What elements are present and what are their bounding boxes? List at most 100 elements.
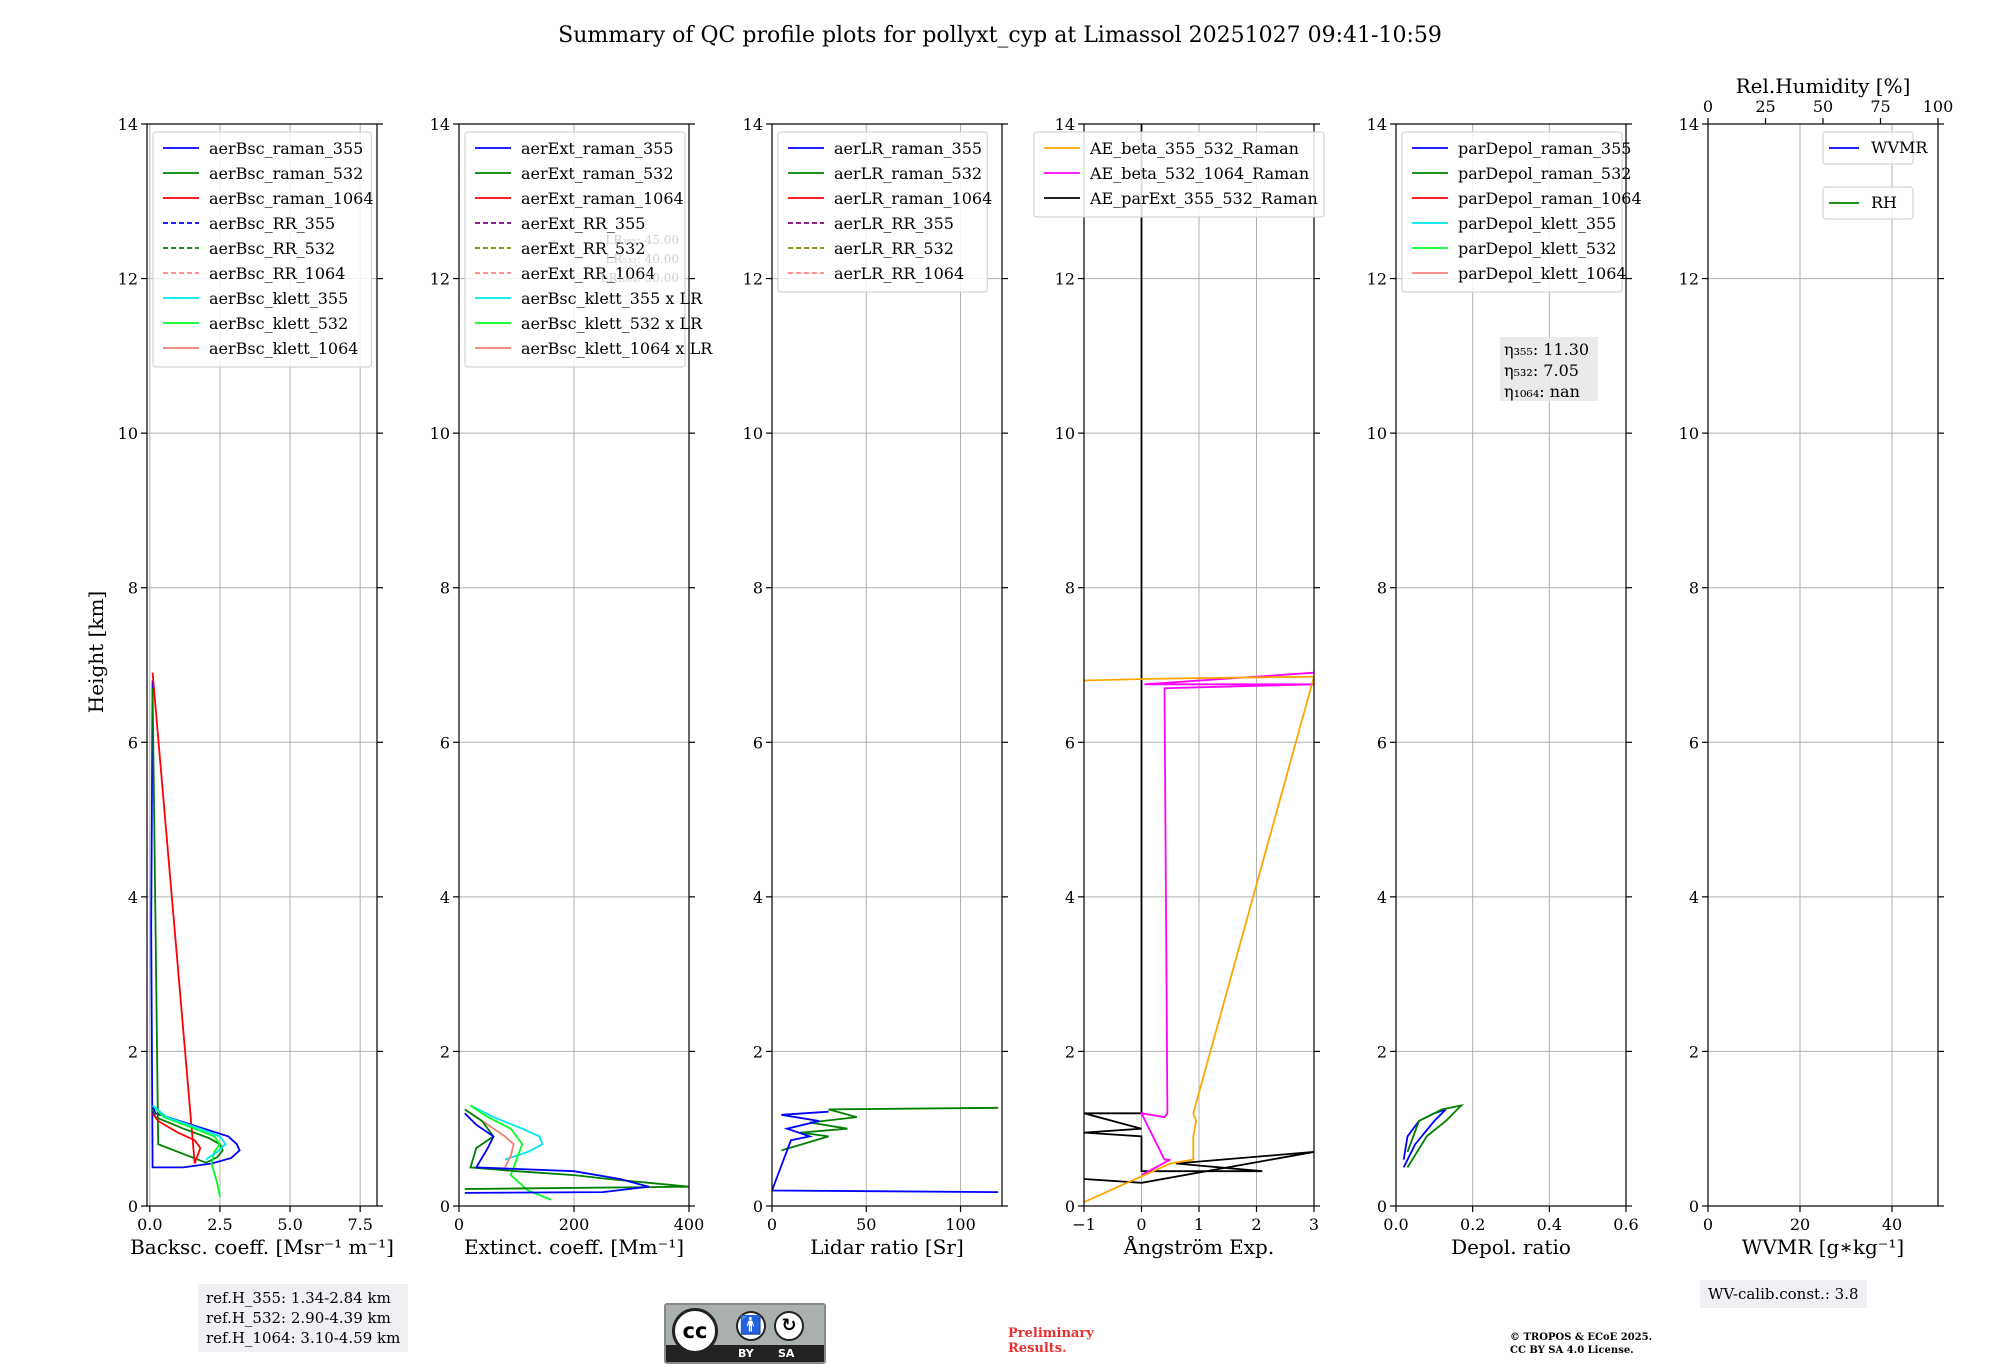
legend-label-AE_beta_355_532_Raman: AE_beta_355_532_Raman — [1089, 139, 1299, 158]
legend-frame-depol — [1401, 131, 1623, 293]
eta-note: η₁₀₆₄: nan — [1504, 382, 1580, 401]
top-xtick-label-wv: 50 — [1813, 97, 1833, 116]
legend-lidarratio: aerLR_raman_355 aerLR_raman_532 aerLR_rama… — [777, 131, 992, 293]
ytick-label-backscatter: 8 — [128, 579, 138, 598]
x-axis-label-extinction: Extinct. coeff. [Mm⁻¹] — [464, 1235, 684, 1259]
ytick-label-wv: 10 — [1679, 424, 1699, 443]
ytick-label-wv: 2 — [1689, 1042, 1699, 1061]
legend-label-parDepol_raman_532: parDepol_raman_532 — [1458, 164, 1631, 183]
legend-label-aerExt_RR_1064: aerExt_RR_1064 — [521, 264, 656, 283]
legend-label-aerLR_RR_1064: aerLR_RR_1064 — [834, 264, 964, 283]
cc-by-label: BY — [738, 1347, 754, 1360]
ytick-label-backscatter: 0 — [128, 1197, 138, 1216]
top-xtick-label-wv: 75 — [1870, 97, 1890, 116]
legend-label-aerExt_raman_355: aerExt_raman_355 — [521, 139, 674, 158]
xtick-label-backscatter: 0.0 — [137, 1215, 162, 1234]
xtick-label-angstrom: −1 — [1072, 1215, 1096, 1234]
legend-depol: parDepol_raman_355 parDepol_raman_532 parD… — [1401, 131, 1642, 293]
ytick-label-angstrom: 8 — [1065, 579, 1075, 598]
legend-frame-lidarratio — [777, 131, 988, 293]
legend-label-AE_beta_532_1064_Raman: AE_beta_532_1064_Raman — [1089, 164, 1309, 183]
ytick-label-extinction: 0 — [440, 1197, 450, 1216]
legend-label-aerExt_raman_1064: aerExt_raman_1064 — [521, 189, 684, 208]
ytick-label-extinction: 2 — [440, 1042, 450, 1061]
ytick-label-extinction: 8 — [440, 579, 450, 598]
legend-label-aerBsc_RR_355: aerBsc_RR_355 — [209, 214, 335, 233]
legend-label-aerBsc_klett_532 x LR: aerBsc_klett_532 x LR — [521, 314, 703, 333]
xtick-label-extinction: 0 — [454, 1215, 464, 1234]
legend-label-aerBsc_raman_1064: aerBsc_raman_1064 — [209, 189, 374, 208]
share-alike-icon: ↻ — [774, 1311, 804, 1341]
ytick-label-angstrom: 0 — [1065, 1197, 1075, 1216]
ytick-label-extinction: 12 — [430, 270, 450, 289]
preliminary-line-1: Preliminary — [1008, 1326, 1094, 1341]
ytick-label-extinction: 10 — [430, 424, 450, 443]
ytick-label-lidarratio: 10 — [743, 424, 763, 443]
legend-label-aerBsc_klett_1064: aerBsc_klett_1064 — [209, 339, 358, 358]
series-group-backscatter — [150, 672, 241, 1197]
legend-label-aerExt_raman_532: aerExt_raman_532 — [521, 164, 674, 183]
ytick-label-angstrom: 10 — [1055, 424, 1075, 443]
lr-note: LR₅₃₂: 40.00 — [605, 252, 679, 266]
copyright-line-1: © TROPOS & ECoE 2025. — [1510, 1332, 1653, 1343]
legend-label-aerBsc_raman_355: aerBsc_raman_355 — [209, 139, 363, 158]
xtick-label-lidarratio: 100 — [945, 1215, 976, 1234]
legend-label-aerBsc_RR_532: aerBsc_RR_532 — [209, 239, 335, 258]
ytick-label-wv: 12 — [1679, 270, 1699, 289]
cc-license-badge: cc 🚹 ↻ BY SA — [664, 1303, 826, 1364]
xtick-label-depol: 0.6 — [1613, 1215, 1638, 1234]
xtick-label-lidarratio: 0 — [767, 1215, 777, 1234]
series-aerBsc_klett_355 — [152, 1104, 227, 1161]
xtick-label-angstrom: 1 — [1194, 1215, 1204, 1234]
legend-label-aerExt_RR_532: aerExt_RR_532 — [521, 239, 645, 258]
xtick-label-angstrom: 0 — [1136, 1215, 1146, 1234]
xtick-label-backscatter: 5.0 — [277, 1215, 302, 1234]
legend-frame-backscatter — [152, 131, 372, 368]
legend-label-aerBsc_klett_532: aerBsc_klett_532 — [209, 314, 348, 333]
chart-title: Summary of QC profile plots for pollyxt_… — [558, 23, 1442, 48]
preliminary-line-2: Results. — [1008, 1341, 1067, 1356]
xtick-label-depol: 0.4 — [1537, 1215, 1562, 1234]
series-aerBsc_raman_355 — [150, 680, 241, 1169]
ytick-label-depol: 12 — [1367, 270, 1387, 289]
ytick-label-depol: 8 — [1377, 579, 1387, 598]
legend-label-aerLR_RR_355: aerLR_RR_355 — [834, 214, 954, 233]
legend-extinction: aerExt_raman_355 aerExt_raman_532 aerExt_r… — [464, 131, 713, 368]
series-parDepol_raman_532 — [1406, 1104, 1464, 1168]
attribution-person-icon: 🚹 — [736, 1311, 766, 1341]
series-group-angstrom — [1084, 124, 1314, 1203]
reference-height-box: ref.H_355: 1.34-2.84 km ref.H_532: 2.90-… — [198, 1284, 409, 1352]
axes-frame-lidarratio — [771, 123, 1003, 1207]
ytick-label-lidarratio: 6 — [753, 733, 763, 752]
series-group-extinction — [464, 1104, 689, 1201]
series-group-lidarratio — [772, 1106, 999, 1193]
legend-label-RH: RH — [1871, 193, 1897, 212]
legend-wv: WVMR RH — [1822, 131, 1928, 220]
axes-frame-depol — [1395, 123, 1627, 1207]
ref-height-532: ref.H_532: 2.90-4.39 km — [206, 1309, 391, 1327]
axes-frame-wv — [1707, 123, 1939, 1207]
ytick-label-backscatter: 12 — [118, 270, 138, 289]
ytick-label-backscatter: 6 — [128, 733, 138, 752]
legend-label-aerBsc_raman_532: aerBsc_raman_532 — [209, 164, 363, 183]
series-aerExt_raman_532 — [464, 1108, 689, 1190]
ytick-label-backscatter: 14 — [118, 115, 138, 134]
x-axis-label-lidarratio: Lidar ratio [Sr] — [810, 1235, 964, 1259]
series-AE_beta_355_532_Raman — [1084, 675, 1314, 1203]
top-xtick-label-wv: 0 — [1703, 97, 1713, 116]
preliminary-note: Preliminary Results. — [1008, 1326, 1094, 1356]
ytick-label-extinction: 14 — [430, 115, 450, 134]
panel-depol: 0 2 4 6 8 10 12 14 0.0 0.2 0.4 0.6 Depol. ratio parDe… — [1367, 115, 1642, 1259]
wv-calibration-box: WV-calib.const.: 3.8 — [1700, 1280, 1867, 1308]
ytick-label-angstrom: 6 — [1065, 733, 1075, 752]
eta-note: η₃₅₅: 11.30 — [1504, 340, 1589, 359]
legend-label-parDepol_raman_355: parDepol_raman_355 — [1458, 139, 1631, 158]
legend-angstrom: AE_beta_355_532_Raman AE_beta_532_1064_Ra… — [1033, 131, 1325, 218]
xtick-label-extinction: 200 — [559, 1215, 590, 1234]
ytick-label-wv: 8 — [1689, 579, 1699, 598]
eta-box — [1500, 337, 1598, 401]
series-aerLR_raman_532 — [781, 1106, 999, 1152]
x-axis-label-backscatter: Backsc. coeff. [Msr⁻¹ m⁻¹] — [130, 1235, 394, 1259]
